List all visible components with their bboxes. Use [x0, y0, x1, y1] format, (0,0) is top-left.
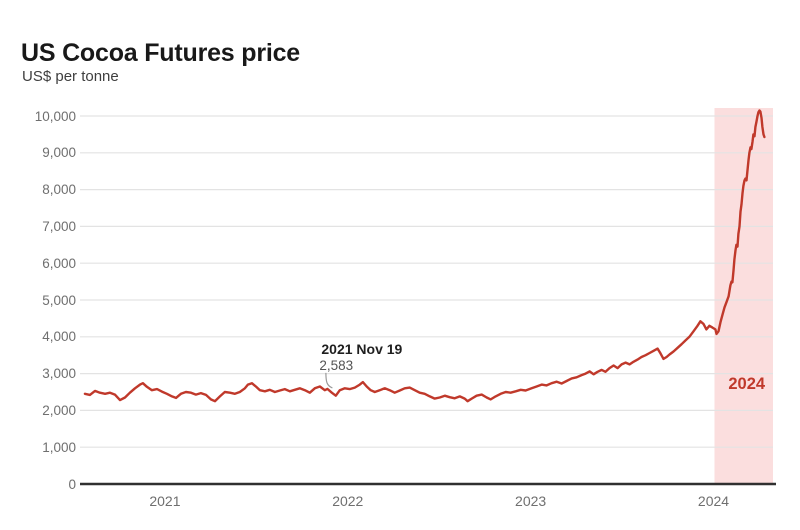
- x-axis-label: 2021: [149, 493, 181, 509]
- y-axis-label: 0: [68, 476, 76, 492]
- y-axis-label: 4,000: [42, 329, 76, 345]
- y-axis-label: 1,000: [42, 439, 76, 455]
- annotation-value-label: 2,583: [319, 358, 354, 373]
- annotation-date-label: 2021 Nov 19: [321, 341, 403, 357]
- y-axis-label: 8,000: [42, 182, 76, 198]
- x-axis-label: 2023: [515, 493, 547, 509]
- y-axis-label: 5,000: [42, 292, 76, 308]
- chart-title: US Cocoa Futures price: [21, 38, 300, 67]
- chart-subtitle: US$ per tonne: [22, 68, 119, 85]
- y-axis-label: 6,000: [42, 255, 76, 271]
- y-axis-label: 10,000: [34, 108, 76, 124]
- annotation-connector: [325, 372, 333, 389]
- y-axis-label: 3,000: [42, 366, 76, 382]
- highlight-region-label: 2024: [728, 375, 766, 393]
- x-axis-label: 2024: [697, 493, 730, 509]
- highlight-band-2024: [714, 108, 773, 484]
- y-axis-label: 7,000: [42, 218, 76, 234]
- y-axis-label: 9,000: [42, 145, 76, 161]
- y-axis-label: 2,000: [42, 402, 76, 418]
- price-line: [83, 109, 766, 403]
- x-axis-label: 2022: [332, 493, 364, 509]
